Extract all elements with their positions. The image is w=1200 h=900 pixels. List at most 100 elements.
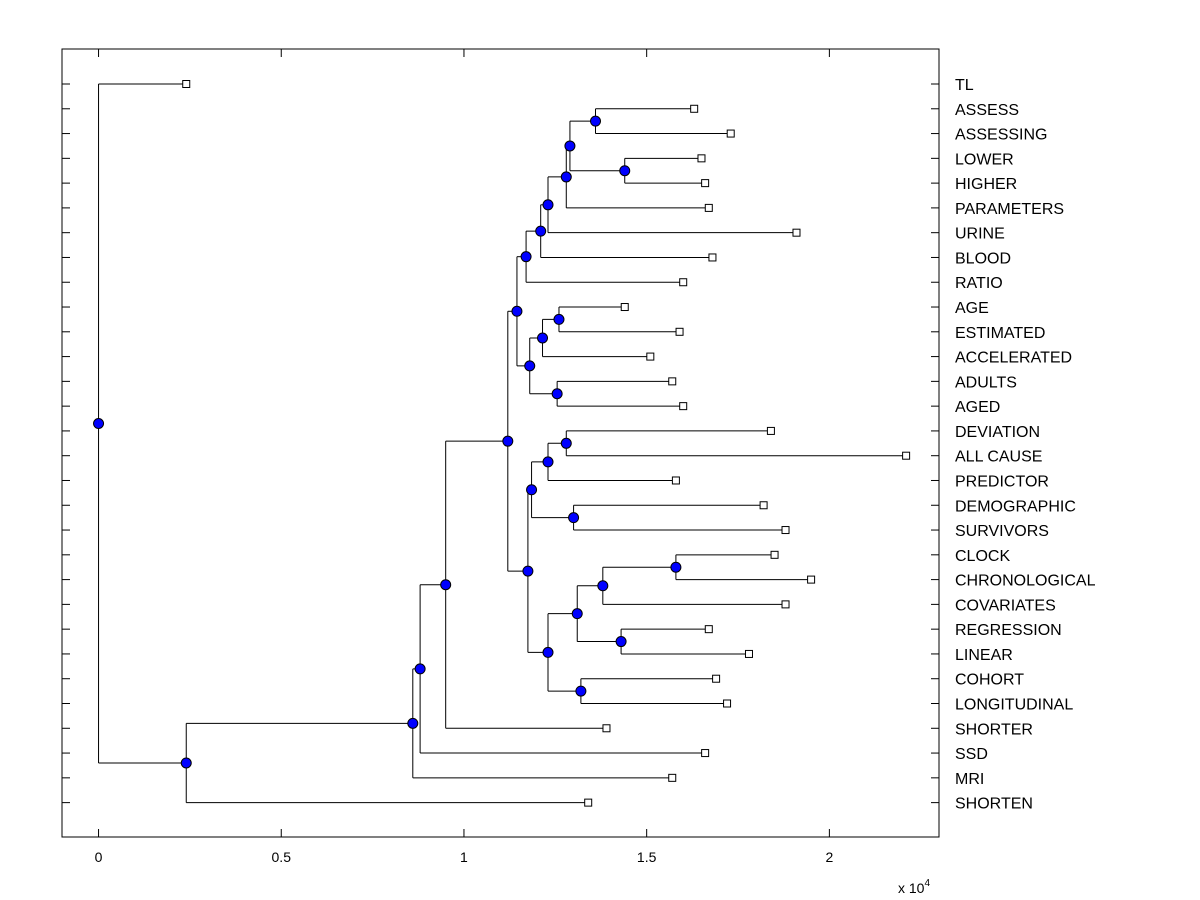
node-marker-n_mids (440, 579, 452, 591)
node-markers (93, 115, 682, 769)
leaf-marker-parameters (704, 203, 713, 212)
node-marker-n_lower2 (522, 565, 534, 577)
leaf-marker-assessing (726, 129, 735, 138)
leaf-label-deviation: DEVIATION (955, 424, 1040, 441)
leaf-label-longitudinal: LONGITUDINAL (955, 697, 1073, 714)
leaf-marker-shorten (584, 798, 593, 807)
leaf-label-age: AGE (955, 300, 989, 317)
leaf-marker-all-cause (902, 451, 911, 460)
node-marker-n_reg (615, 636, 627, 648)
node-marker-n_mid (502, 435, 514, 447)
node-marker-n_ahpu (542, 199, 554, 211)
leaf-label-covariates: COVARIATES (955, 597, 1056, 614)
x-tick-label-1: 0.5 (272, 849, 292, 865)
leaf-label-all-cause: ALL CAUSE (955, 449, 1042, 466)
node-marker-n_midssm (407, 717, 419, 729)
leaf-label-ratio: RATIO (955, 275, 1003, 292)
leaf-label-shorter: SHORTER (955, 721, 1033, 738)
leaf-label-shorten: SHORTEN (955, 796, 1033, 813)
leaf-label-higher: HIGHER (955, 176, 1017, 193)
leaf-marker-covariates (781, 600, 790, 609)
node-marker-n_demo (568, 512, 580, 524)
node-marker-n_bot (180, 757, 192, 769)
leaf-marker-estimated (675, 327, 684, 336)
node-marker-n_cr (571, 608, 583, 620)
leaf-label-survivors: SURVIVORS (955, 523, 1049, 540)
leaf-markers (182, 80, 911, 807)
leaf-marker-assess (690, 104, 699, 113)
node-marker-n_upper (511, 305, 523, 317)
x-axis-tick-labels: 0 0.5 1 1.5 2 (95, 849, 834, 865)
leaf-label-chronological: CHRONOLOGICAL (955, 573, 1096, 590)
node-marker-n_ahpub (535, 225, 547, 237)
node-marker-n_crc (542, 646, 554, 658)
leaf-marker-shorter (602, 724, 611, 733)
plot-area-frame (61, 48, 940, 838)
leaf-marker-deviation (766, 426, 775, 435)
leaf-marker-aged (679, 402, 688, 411)
node-marker-n_dev (560, 437, 572, 449)
leaf-marker-blood (708, 253, 717, 262)
leaf-marker-longitudinal (723, 699, 732, 708)
leaf-label-urine: URINE (955, 226, 1005, 243)
dendrogram-edges (98, 83, 907, 804)
node-marker-n_agegrp (524, 360, 536, 372)
right-tick-marks (931, 83, 939, 804)
leaf-label-demographic: DEMOGRAPHIC (955, 498, 1076, 515)
node-marker-n_assess (590, 115, 602, 127)
node-marker-n_ahpubr (520, 251, 532, 263)
leaf-marker-linear (744, 649, 753, 658)
node-marker-n_root (93, 417, 105, 429)
node-marker-n_lower (619, 165, 631, 177)
node-marker-n_clock (670, 561, 682, 573)
leaf-marker-tl (182, 80, 191, 88)
leaf-marker-higher (701, 179, 710, 188)
leaf-marker-accelerated (646, 352, 655, 361)
x-tick-label-0: 0 (95, 849, 103, 865)
leaf-marker-predictor (671, 476, 680, 485)
leaf-label-tl: TL (955, 77, 974, 94)
leaf-label-blood: BLOOD (955, 250, 1011, 267)
x-tick-label-2: 1 (460, 849, 468, 865)
node-marker-n_ahp (560, 171, 572, 183)
leaf-label-estimated: ESTIMATED (955, 325, 1045, 342)
leaf-label-adults: ADULTS (955, 374, 1017, 391)
left-tick-marks (62, 83, 70, 804)
leaf-marker-cohort (712, 674, 721, 683)
leaf-label-assessing: ASSESSING (955, 127, 1047, 144)
leaf-label-accelerated: ACCELERATED (955, 350, 1072, 367)
node-marker-n_devd (526, 484, 538, 496)
leaf-label-linear: LINEAR (955, 647, 1013, 664)
leaf-label-predictor: PREDICTOR (955, 473, 1049, 490)
leaf-marker-ssd (701, 749, 710, 758)
leaf-label-clock: CLOCK (955, 548, 1010, 565)
leaf-label-lower: LOWER (955, 151, 1014, 168)
leaf-marker-age (620, 303, 629, 312)
leaf-marker-regression (704, 625, 713, 634)
node-marker-n_age (553, 313, 565, 325)
leaf-marker-survivors (781, 526, 790, 535)
leaf-marker-chronological (807, 575, 816, 584)
node-marker-n_coh (575, 685, 587, 697)
x-tick-label-3: 1.5 (637, 849, 657, 865)
leaf-label-ssd: SSD (955, 746, 988, 763)
x-tick-label-4: 2 (825, 849, 833, 865)
node-marker-n_clockc (597, 580, 609, 592)
leaf-label-mri: MRI (955, 771, 984, 788)
node-marker-n_midss (414, 663, 426, 675)
leaf-marker-demographic (759, 501, 768, 510)
leaf-label-parameters: PARAMETERS (955, 201, 1064, 218)
node-marker-n_agea (537, 332, 549, 344)
leaf-marker-mri (668, 773, 677, 782)
leaf-marker-clock (770, 550, 779, 559)
node-marker-n_adults (551, 388, 563, 400)
leaf-label-assess: ASSESS (955, 102, 1019, 119)
leaf-marker-urine (792, 228, 801, 237)
leaf-label-regression: REGRESSION (955, 622, 1062, 639)
axis-multiplier-label: x 104 (898, 878, 930, 896)
leaf-marker-lower (697, 154, 706, 163)
x-axis-ticks (98, 49, 830, 837)
leaf-label-cohort: COHORT (955, 672, 1024, 689)
leaf-label-aged: AGED (955, 399, 1000, 416)
